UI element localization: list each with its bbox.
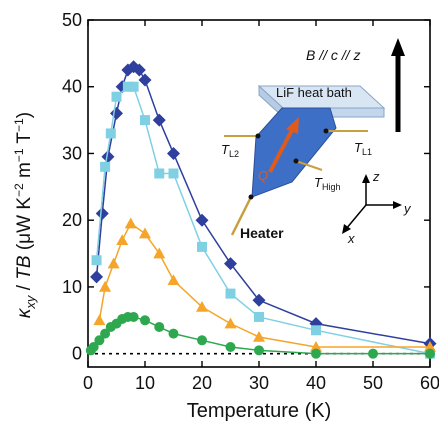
data-point — [254, 345, 264, 356]
data-point — [424, 340, 436, 352]
data-point — [154, 168, 165, 179]
x-tick-label: 60 — [420, 373, 439, 393]
data-point — [132, 63, 146, 77]
x-tick-label: 10 — [135, 373, 155, 393]
heater-label: Heater — [240, 225, 284, 241]
contact-heater — [248, 194, 254, 200]
data-point — [197, 335, 207, 346]
data-point — [225, 288, 236, 299]
data-point — [140, 115, 150, 126]
y-tick-label: 10 — [62, 277, 82, 297]
y-tick-label: 0 — [72, 344, 82, 364]
data-point — [101, 150, 115, 164]
x-tick-label: 20 — [192, 373, 212, 393]
x-tick-label: 50 — [363, 373, 383, 393]
contact-thigh — [293, 158, 299, 164]
data-point — [368, 348, 378, 359]
y-tick-label: 50 — [62, 10, 82, 30]
data-point — [105, 128, 116, 139]
series-group — [85, 60, 437, 359]
contact-tl1 — [323, 128, 329, 134]
heat-flow-arrow — [268, 127, 295, 173]
heat-flow-arrow-head — [286, 117, 299, 134]
series-line — [98, 222, 430, 348]
data-point — [100, 328, 111, 339]
data-point — [95, 207, 109, 221]
data-point — [122, 81, 133, 92]
coord-x-label: x — [347, 231, 355, 246]
data-point — [225, 341, 236, 352]
data-point — [94, 335, 105, 346]
data-point — [128, 311, 139, 322]
coord-x-axis — [345, 204, 367, 230]
data-point — [254, 311, 264, 322]
series-square — [91, 81, 435, 359]
data-point — [224, 257, 237, 271]
data-point — [111, 91, 122, 102]
coord-x-head — [342, 224, 351, 234]
contact-tl2 — [255, 133, 261, 139]
field-label: B // c // z — [306, 47, 360, 63]
y-tick-label: 20 — [62, 210, 82, 230]
coord-y-label: y — [403, 201, 412, 216]
data-point — [128, 81, 139, 92]
data-point — [138, 73, 152, 87]
bath-label: LiF heat bath — [276, 85, 352, 100]
data-point — [139, 227, 151, 239]
y-tick-label: 40 — [62, 77, 82, 97]
data-point — [99, 280, 112, 292]
data-point — [224, 317, 237, 329]
data-point — [252, 293, 266, 307]
data-point — [116, 234, 129, 246]
series-triangle — [93, 217, 436, 352]
x-tick-label: 0 — [83, 373, 93, 393]
data-point — [91, 255, 102, 266]
data-point — [140, 315, 150, 326]
data-point — [152, 113, 166, 127]
data-point — [253, 330, 265, 342]
data-point — [90, 270, 104, 284]
data-point — [107, 257, 120, 269]
data-point — [311, 348, 321, 359]
coord-z-label: z — [372, 169, 380, 184]
q-label: Q — [258, 168, 268, 183]
data-point — [311, 325, 321, 336]
x-tick-label: 30 — [249, 373, 269, 393]
tl1-label: TL1 — [354, 140, 372, 157]
data-point — [100, 161, 111, 172]
data-point — [195, 213, 209, 227]
thigh-label: THigh — [314, 175, 340, 192]
wire-thigh — [295, 160, 323, 171]
data-point — [110, 106, 123, 120]
data-point — [197, 241, 207, 252]
data-point — [88, 341, 99, 352]
y-axis-label: κxy / TB (μW K−2 m−1 T−1) — [12, 112, 38, 318]
data-point — [124, 217, 137, 229]
wire-heater — [230, 198, 252, 236]
x-tick-label: 40 — [306, 373, 326, 393]
coord-y-head — [393, 201, 402, 209]
data-point — [154, 321, 165, 332]
tl2-label: TL2 — [221, 142, 239, 159]
coord-z-head — [362, 174, 370, 183]
series-circle — [85, 311, 435, 359]
data-point — [153, 247, 166, 259]
data-point — [167, 274, 180, 286]
data-point — [310, 340, 322, 352]
data-point — [93, 314, 106, 326]
data-point — [168, 168, 179, 179]
data-point — [196, 300, 208, 312]
inset-schematic: B // c // z LiF heat bath Q TL2 TL1 THig… — [221, 38, 412, 246]
data-point — [167, 146, 180, 160]
axes: 0 10 20 30 40 50 60 0 10 20 30 40 50 — [62, 10, 439, 393]
field-arrow-head — [391, 38, 405, 56]
data-point — [425, 348, 435, 359]
x-axis-label: Temperature (K) — [187, 400, 332, 422]
y-tick-label: 30 — [62, 143, 82, 163]
data-point — [168, 328, 179, 339]
